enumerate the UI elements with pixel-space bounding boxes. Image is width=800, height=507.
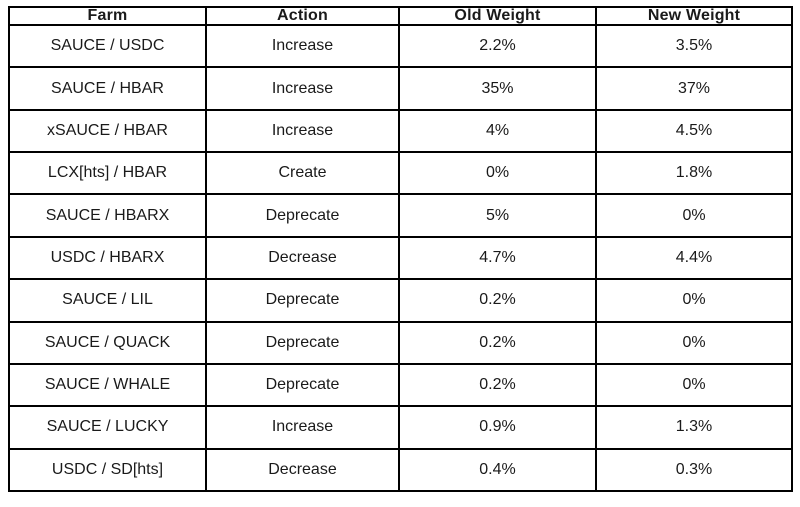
column-header-action: Action	[205, 6, 400, 26]
action-cell: Increase	[205, 108, 400, 154]
table-row: USDC / HBARX Decrease 4.7% 4.4%	[8, 235, 793, 281]
old-weight-cell: 0.9%	[398, 405, 597, 450]
old-weight-cell: 2.2%	[398, 23, 597, 69]
header-row: Farm Action Old Weight New Weight	[8, 6, 793, 26]
action-cell: Decrease	[205, 447, 400, 493]
new-weight-cell: 1.3%	[595, 405, 793, 450]
action-cell: Create	[205, 151, 400, 196]
farm-weights-table-container: Farm Action Old Weight New Weight SAUCE …	[8, 6, 793, 493]
action-cell: Deprecate	[205, 362, 400, 408]
action-cell: Increase	[205, 405, 400, 450]
new-weight-cell: 3.5%	[595, 23, 793, 69]
old-weight-cell: 0.2%	[398, 362, 597, 408]
new-weight-cell: 0%	[595, 320, 793, 365]
farm-cell: SAUCE / USDC	[8, 23, 207, 69]
table-row: LCX[hts] / HBAR Create 0% 1.8%	[8, 151, 793, 196]
farm-cell: SAUCE / LIL	[8, 278, 207, 323]
farm-cell: LCX[hts] / HBAR	[8, 151, 207, 196]
farm-cell: USDC / SD[hts]	[8, 447, 207, 493]
column-header-new-weight: New Weight	[595, 6, 793, 26]
table-row: SAUCE / QUACK Deprecate 0.2% 0%	[8, 320, 793, 365]
farm-cell: SAUCE / HBARX	[8, 193, 207, 238]
farm-cell: SAUCE / LUCKY	[8, 405, 207, 450]
old-weight-cell: 5%	[398, 193, 597, 238]
column-header-old-weight: Old Weight	[398, 6, 597, 26]
table-row: SAUCE / USDC Increase 2.2% 3.5%	[8, 23, 793, 69]
farm-cell: SAUCE / QUACK	[8, 320, 207, 365]
farm-weights-table: Farm Action Old Weight New Weight SAUCE …	[8, 6, 793, 493]
farm-cell: SAUCE / HBAR	[8, 66, 207, 111]
new-weight-cell: 1.8%	[595, 151, 793, 196]
table-row: SAUCE / HBAR Increase 35% 37%	[8, 66, 793, 111]
new-weight-cell: 4.5%	[595, 108, 793, 154]
action-cell: Deprecate	[205, 320, 400, 365]
table-row: SAUCE / LIL Deprecate 0.2% 0%	[8, 278, 793, 323]
new-weight-cell: 0%	[595, 362, 793, 408]
column-header-farm: Farm	[8, 6, 207, 26]
new-weight-cell: 0%	[595, 193, 793, 238]
old-weight-cell: 0.4%	[398, 447, 597, 493]
action-cell: Decrease	[205, 235, 400, 281]
farm-cell: SAUCE / WHALE	[8, 362, 207, 408]
new-weight-cell: 0%	[595, 278, 793, 323]
farm-cell: USDC / HBARX	[8, 235, 207, 281]
table-row: SAUCE / HBARX Deprecate 5% 0%	[8, 193, 793, 238]
action-cell: Deprecate	[205, 278, 400, 323]
old-weight-cell: 35%	[398, 66, 597, 111]
new-weight-cell: 0.3%	[595, 447, 793, 493]
new-weight-cell: 4.4%	[595, 235, 793, 281]
old-weight-cell: 0.2%	[398, 320, 597, 365]
action-cell: Deprecate	[205, 193, 400, 238]
old-weight-cell: 4%	[398, 108, 597, 154]
table-row: SAUCE / LUCKY Increase 0.9% 1.3%	[8, 405, 793, 450]
action-cell: Increase	[205, 66, 400, 111]
farm-cell: xSAUCE / HBAR	[8, 108, 207, 154]
old-weight-cell: 0%	[398, 151, 597, 196]
old-weight-cell: 0.2%	[398, 278, 597, 323]
table-row: xSAUCE / HBAR Increase 4% 4.5%	[8, 108, 793, 154]
old-weight-cell: 4.7%	[398, 235, 597, 281]
action-cell: Increase	[205, 23, 400, 69]
table-row: USDC / SD[hts] Decrease 0.4% 0.3%	[8, 447, 793, 493]
table-row: SAUCE / WHALE Deprecate 0.2% 0%	[8, 362, 793, 408]
new-weight-cell: 37%	[595, 66, 793, 111]
